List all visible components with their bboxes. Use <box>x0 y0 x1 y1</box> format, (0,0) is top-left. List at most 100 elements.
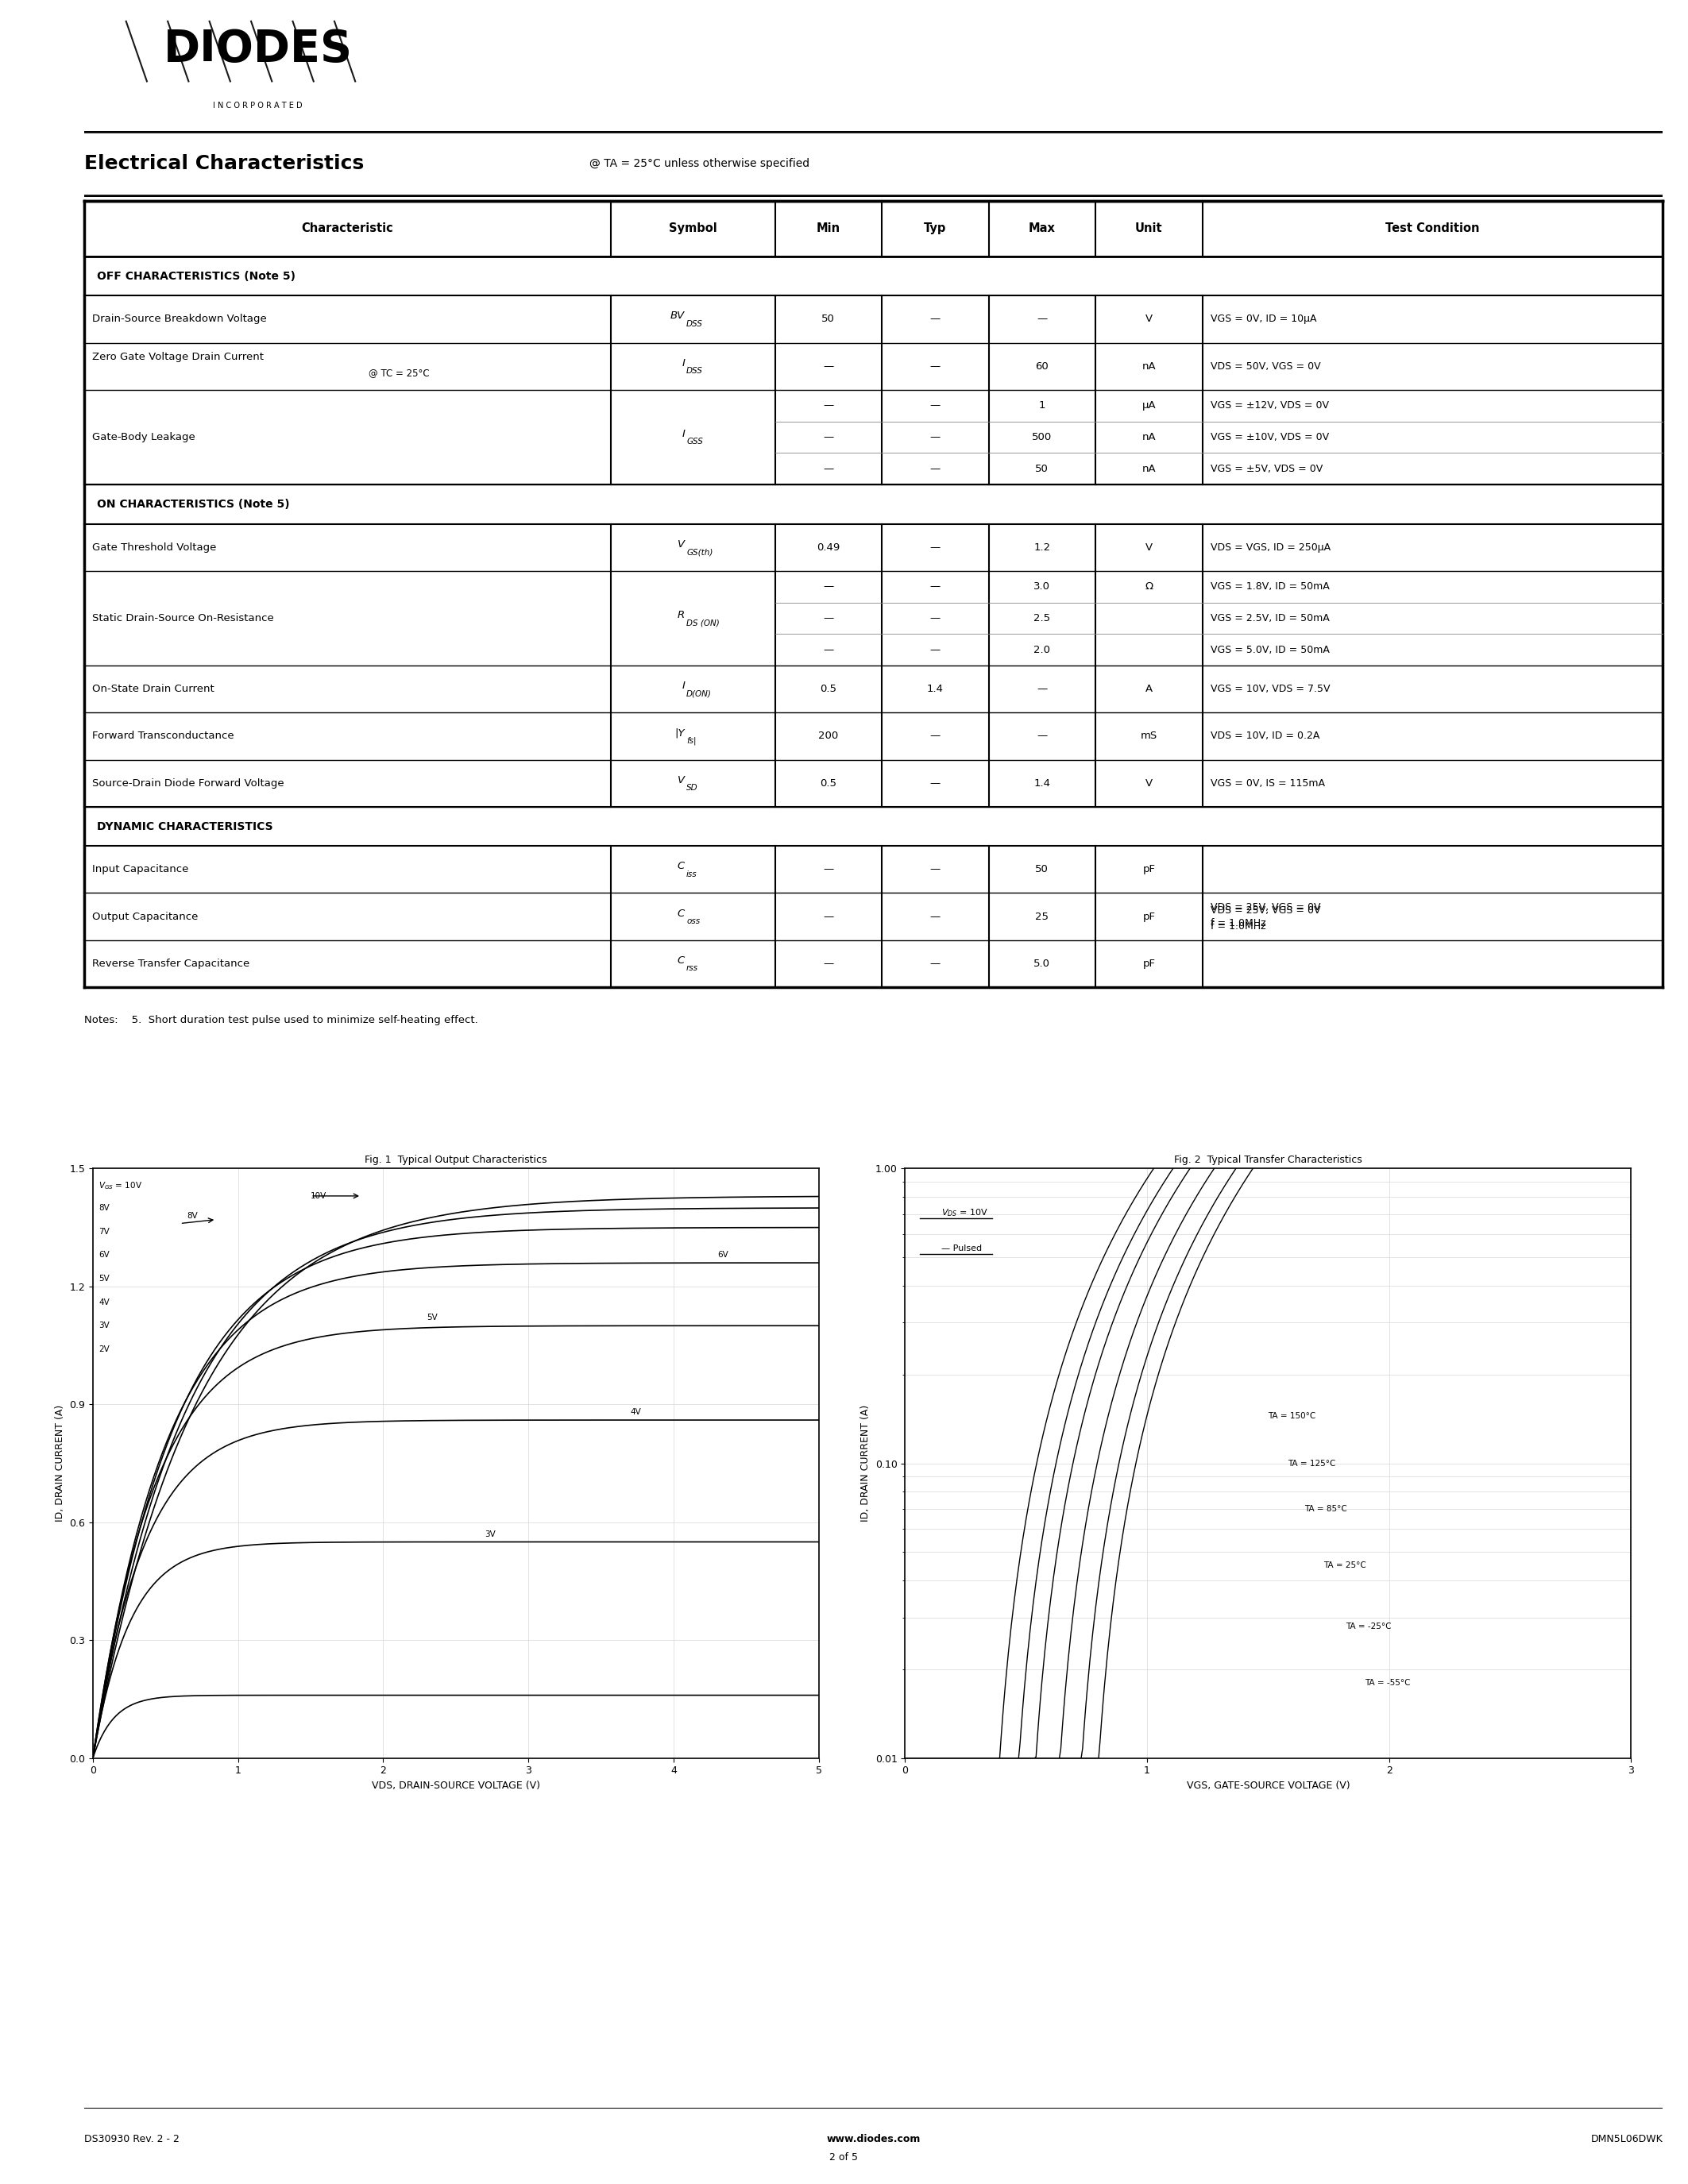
Text: 5V: 5V <box>98 1275 110 1282</box>
Text: $V_{DS}$ = 10V: $V_{DS}$ = 10V <box>942 1208 987 1219</box>
Text: Typ: Typ <box>923 223 947 234</box>
Text: V: V <box>1144 542 1153 553</box>
Text: oss: oss <box>687 917 701 926</box>
Text: D(ON): D(ON) <box>687 690 712 699</box>
Text: DYNAMIC CHARACTERISTICS: DYNAMIC CHARACTERISTICS <box>96 821 273 832</box>
Text: 1.2: 1.2 <box>1033 542 1050 553</box>
Text: 25: 25 <box>1035 911 1048 922</box>
Text: C: C <box>677 954 685 965</box>
Text: NEW PRODUCT: NEW PRODUCT <box>24 1018 41 1166</box>
Text: Source-Drain Diode Forward Voltage: Source-Drain Diode Forward Voltage <box>93 778 284 788</box>
Text: 1.4: 1.4 <box>1033 778 1050 788</box>
Text: Notes:    5.  Short duration test pulse used to minimize self-heating effect.: Notes: 5. Short duration test pulse used… <box>84 1016 478 1024</box>
Text: @ TC = 25°C: @ TC = 25°C <box>368 367 429 378</box>
Text: 200: 200 <box>819 732 839 740</box>
Text: DS (ON): DS (ON) <box>687 618 719 627</box>
Text: —: — <box>930 400 940 411</box>
Text: —: — <box>824 614 834 622</box>
Text: 0.49: 0.49 <box>817 542 841 553</box>
Text: VDS = 25V, VGS = 0V: VDS = 25V, VGS = 0V <box>1210 904 1320 915</box>
Text: V: V <box>1144 778 1153 788</box>
Text: VGS = 10V, VDS = 7.5V: VGS = 10V, VDS = 7.5V <box>1210 684 1330 695</box>
Y-axis label: ID, DRAIN CURRENT (A): ID, DRAIN CURRENT (A) <box>54 1404 64 1522</box>
Text: Output Capacitance: Output Capacitance <box>93 911 197 922</box>
Text: DSS: DSS <box>687 321 702 328</box>
Text: —: — <box>824 463 834 474</box>
Text: 1: 1 <box>1038 400 1045 411</box>
Text: 8V: 8V <box>98 1203 110 1212</box>
Text: Static Drain-Source On-Resistance: Static Drain-Source On-Resistance <box>93 614 273 622</box>
Text: GSS: GSS <box>687 439 702 446</box>
Text: TA = 150°C: TA = 150°C <box>1268 1411 1317 1420</box>
Text: — Pulsed: — Pulsed <box>942 1245 982 1254</box>
Text: —: — <box>824 581 834 592</box>
Text: VGS = ±5V, VDS = 0V: VGS = ±5V, VDS = 0V <box>1210 463 1322 474</box>
Text: VDS = VGS, ID = 250μA: VDS = VGS, ID = 250μA <box>1210 542 1330 553</box>
Text: —: — <box>1036 684 1047 695</box>
Text: 0.5: 0.5 <box>820 778 837 788</box>
Text: 7V: 7V <box>98 1227 110 1236</box>
Text: —: — <box>930 865 940 874</box>
Text: fs|: fs| <box>687 736 697 745</box>
Text: 5.0: 5.0 <box>1033 959 1050 970</box>
Text: 8V: 8V <box>187 1212 197 1219</box>
Text: Input Capacitance: Input Capacitance <box>93 865 189 874</box>
Text: R: R <box>677 609 685 620</box>
Text: Test Condition: Test Condition <box>1386 223 1480 234</box>
Text: 0.5: 0.5 <box>820 684 837 695</box>
Text: TA = 25°C: TA = 25°C <box>1323 1562 1367 1570</box>
Text: BV: BV <box>670 310 685 321</box>
Text: 4V: 4V <box>98 1297 110 1306</box>
Text: I: I <box>682 428 685 439</box>
Text: VGS = 0V, IS = 115mA: VGS = 0V, IS = 115mA <box>1210 778 1325 788</box>
Text: Zero Gate Voltage Drain Current: Zero Gate Voltage Drain Current <box>93 352 263 363</box>
Text: V: V <box>677 775 685 786</box>
Text: nA: nA <box>1141 463 1156 474</box>
Text: DMN5L06DWK: DMN5L06DWK <box>1590 2134 1663 2145</box>
Text: 50: 50 <box>822 314 836 325</box>
Text: ON CHARACTERISTICS (Note 5): ON CHARACTERISTICS (Note 5) <box>96 498 290 509</box>
Text: TA = 85°C: TA = 85°C <box>1305 1505 1347 1514</box>
Text: —: — <box>824 400 834 411</box>
Text: f = 1.0MHz: f = 1.0MHz <box>1210 922 1266 930</box>
Text: V: V <box>1144 314 1153 325</box>
Text: 60: 60 <box>1035 360 1048 371</box>
Text: 10V: 10V <box>311 1192 327 1199</box>
Text: @ TA = 25°C unless otherwise specified: @ TA = 25°C unless otherwise specified <box>589 157 810 170</box>
Text: 2V: 2V <box>98 1345 110 1354</box>
Text: OFF CHARACTERISTICS (Note 5): OFF CHARACTERISTICS (Note 5) <box>96 271 295 282</box>
Text: —: — <box>930 778 940 788</box>
Text: 3.0: 3.0 <box>1033 581 1050 592</box>
Text: I: I <box>682 358 685 369</box>
Text: nA: nA <box>1141 432 1156 443</box>
Text: pF: pF <box>1143 911 1155 922</box>
Title: Fig. 1  Typical Output Characteristics: Fig. 1 Typical Output Characteristics <box>365 1155 547 1166</box>
Text: $V_{GS}$ = 10V: $V_{GS}$ = 10V <box>98 1179 142 1190</box>
Text: SD: SD <box>687 784 699 793</box>
Text: VGS = 0V, ID = 10μA: VGS = 0V, ID = 10μA <box>1210 314 1317 325</box>
Text: —: — <box>930 959 940 970</box>
Text: μA: μA <box>1141 400 1156 411</box>
X-axis label: VGS, GATE-SOURCE VOLTAGE (V): VGS, GATE-SOURCE VOLTAGE (V) <box>1187 1780 1350 1791</box>
Text: 2.0: 2.0 <box>1033 644 1050 655</box>
Text: DSS: DSS <box>687 367 702 376</box>
Text: 500: 500 <box>1031 432 1052 443</box>
Text: nA: nA <box>1141 360 1156 371</box>
Text: A: A <box>1144 684 1153 695</box>
Text: Gate-Body Leakage: Gate-Body Leakage <box>93 432 196 443</box>
Y-axis label: ID, DRAIN CURRENT (A): ID, DRAIN CURRENT (A) <box>861 1404 871 1522</box>
Text: DS30930 Rev. 2 - 2: DS30930 Rev. 2 - 2 <box>84 2134 179 2145</box>
Text: VGS = 1.8V, ID = 50mA: VGS = 1.8V, ID = 50mA <box>1210 581 1328 592</box>
X-axis label: VDS, DRAIN-SOURCE VOLTAGE (V): VDS, DRAIN-SOURCE VOLTAGE (V) <box>371 1780 540 1791</box>
Text: DIODES: DIODES <box>164 28 353 70</box>
Text: Forward Transconductance: Forward Transconductance <box>93 732 235 740</box>
Text: I: I <box>682 681 685 690</box>
Text: C: C <box>677 860 685 871</box>
Text: VGS = ±12V, VDS = 0V: VGS = ±12V, VDS = 0V <box>1210 400 1328 411</box>
Text: VDS = 10V, ID = 0.2A: VDS = 10V, ID = 0.2A <box>1210 732 1320 740</box>
Text: Max: Max <box>1028 223 1055 234</box>
Text: Ω: Ω <box>1144 581 1153 592</box>
Text: —: — <box>930 432 940 443</box>
Text: 2.5: 2.5 <box>1033 614 1050 622</box>
Text: —: — <box>930 644 940 655</box>
